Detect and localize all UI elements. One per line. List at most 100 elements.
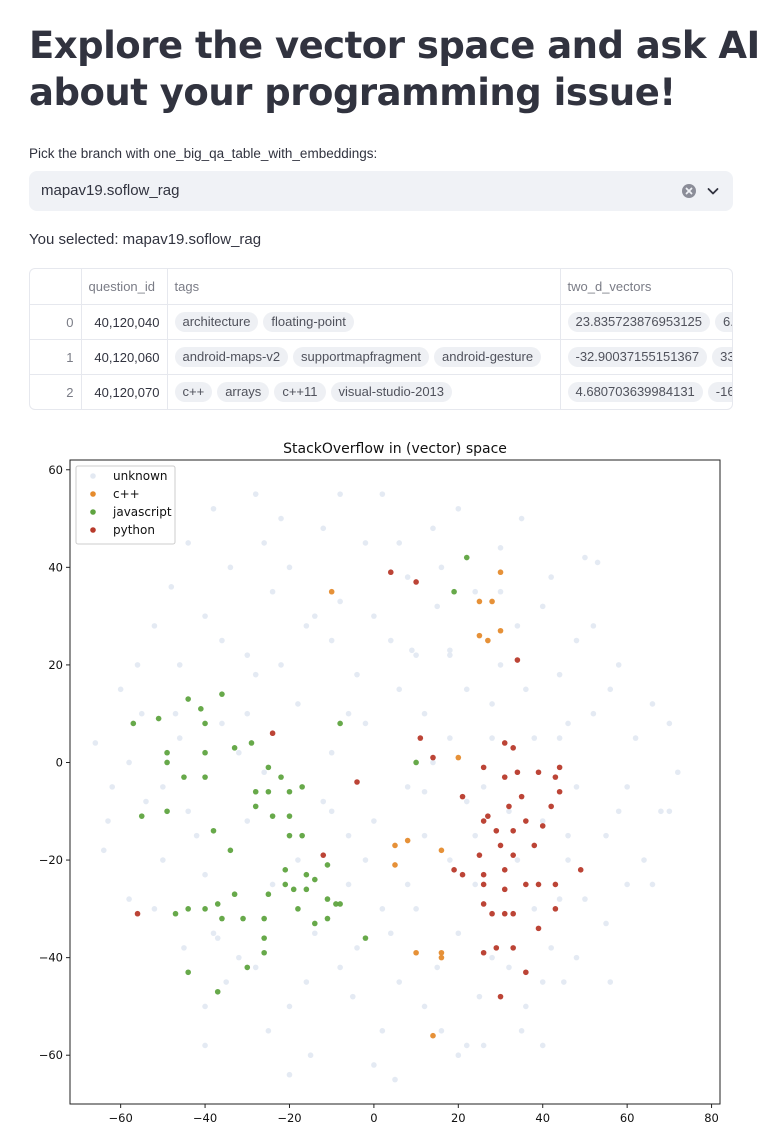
data-point-python: [514, 769, 521, 776]
data-point-python: [501, 910, 508, 917]
data-point-unknown: [409, 647, 415, 654]
data-point-unknown: [109, 784, 116, 790]
data-point-unknown: [514, 623, 521, 629]
x-tick-label: −20: [277, 1111, 301, 1125]
table-row[interactable]: 0 40,120,040 architecture floating-point …: [30, 304, 732, 340]
data-point-unknown: [421, 832, 428, 839]
data-point-unknown: [185, 540, 191, 546]
tag-pill: c++: [174, 382, 213, 402]
y-tick-label: 60: [48, 463, 63, 477]
data-point-unknown: [582, 896, 588, 902]
tag-pill: android-gesture: [434, 347, 542, 367]
data-point-python: [269, 730, 276, 737]
table-row[interactable]: 2 40,120,070 c++ arrays c++11 visual-studio…: [30, 374, 732, 409]
data-point-unknown: [506, 808, 512, 815]
data-point-unknown: [674, 769, 681, 776]
data-point-javascript: [172, 910, 179, 917]
data-point-unknown: [565, 832, 571, 839]
legend-label: c++: [113, 487, 140, 501]
tag-pill: architecture: [174, 312, 259, 332]
data-point-javascript: [286, 813, 293, 819]
data-point-javascript: [299, 784, 305, 790]
legend-label: python: [113, 523, 155, 537]
data-point-unknown: [404, 784, 411, 790]
data-point-python: [510, 852, 516, 858]
data-point-unknown: [518, 515, 525, 522]
data-point-javascript: [312, 876, 318, 883]
data-point-python: [577, 867, 584, 873]
data-point-unknown: [202, 1042, 208, 1049]
data-point-unknown: [396, 979, 403, 985]
data-point-javascript: [198, 706, 204, 712]
data-point-unknown: [624, 881, 630, 888]
data-point-javascript: [295, 906, 301, 912]
data-point-javascript: [202, 774, 208, 780]
data-point-javascript: [185, 969, 191, 976]
legend-box: [75, 465, 176, 545]
data-point-javascript: [303, 871, 310, 878]
column-header-tags[interactable]: tags: [167, 269, 561, 305]
data-point-javascript: [303, 886, 310, 893]
data-point-unknown: [421, 710, 428, 717]
data-point-python: [480, 901, 487, 907]
data-point-unknown: [349, 993, 356, 1000]
data-point-c: [455, 754, 462, 761]
data-point-javascript: [252, 788, 259, 795]
legend-marker: [90, 473, 96, 479]
data-point-python: [451, 867, 457, 873]
data-point-python: [523, 969, 529, 976]
data-point-javascript: [265, 788, 272, 795]
y-tick-label: 40: [48, 560, 63, 574]
legend-label: unknown: [113, 469, 168, 483]
data-point-unknown: [447, 652, 453, 658]
data-point-unknown: [480, 1042, 487, 1049]
column-header-question-id[interactable]: question_id: [81, 269, 168, 305]
selected-branch-text: You selected: mapav19.soflow_rag: [29, 231, 262, 248]
data-point-unknown: [202, 1003, 208, 1010]
data-point-unknown: [539, 979, 546, 985]
data-point-javascript: [337, 720, 343, 727]
data-point-unknown: [455, 505, 462, 512]
x-tick-label: 0: [370, 1111, 377, 1125]
data-point-unknown: [506, 964, 512, 971]
data-point-python: [501, 774, 508, 780]
data-point-unknown: [658, 808, 664, 815]
data-point-unknown: [514, 857, 521, 863]
data-point-unknown: [430, 525, 436, 532]
data-point-unknown: [151, 906, 158, 912]
data-point-c: [438, 949, 445, 956]
data-point-python: [501, 740, 508, 746]
data-point-javascript: [202, 749, 208, 756]
data-point-unknown: [489, 735, 495, 741]
data-point-unknown: [269, 588, 276, 595]
vector-pill: 33.: [712, 347, 732, 367]
column-header-two-d-vectors[interactable]: two_d_vectors: [560, 269, 732, 305]
data-point-unknown: [438, 1028, 445, 1034]
data-point-unknown: [565, 857, 571, 863]
data-point-unknown: [210, 930, 217, 937]
vector-pill: 23.835723876953125: [567, 312, 711, 332]
data-point-unknown: [244, 818, 251, 824]
data-point-python: [552, 881, 559, 888]
data-point-c: [430, 1032, 436, 1039]
column-header-index[interactable]: [30, 269, 82, 305]
data-point-unknown: [227, 564, 234, 571]
y-tick-label: −60: [39, 1048, 63, 1062]
data-point-javascript: [324, 915, 331, 922]
branch-select[interactable]: mapav19.soflow_rag: [29, 171, 733, 211]
table-row[interactable]: 1 40,120,060 android-maps-v2 supportmapfr…: [30, 339, 732, 375]
data-point-unknown: [105, 818, 111, 824]
vectors-cell: 4.680703639984131-16.: [560, 374, 732, 409]
data-table[interactable]: question_id tags two_d_vectors 0 40,120,…: [29, 268, 733, 410]
data-point-python: [556, 764, 563, 771]
data-point-unknown: [523, 1003, 529, 1010]
data-point-unknown: [202, 613, 208, 619]
data-point-python: [535, 881, 542, 888]
chevron-down-icon[interactable]: [705, 183, 721, 199]
legend-marker: [90, 491, 96, 497]
clear-circle-icon[interactable]: [682, 184, 696, 198]
data-point-python: [501, 886, 508, 893]
data-point-unknown: [561, 979, 567, 985]
data-point-c: [392, 842, 398, 849]
data-point-c: [476, 598, 483, 605]
